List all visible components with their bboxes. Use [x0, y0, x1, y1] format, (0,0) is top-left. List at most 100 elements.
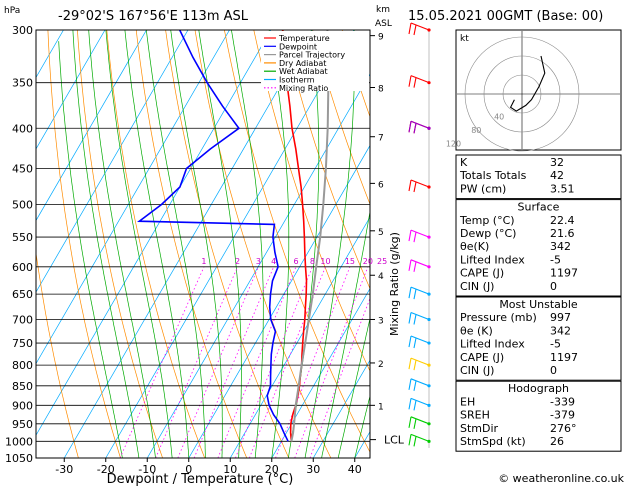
wind-barb-staff: [411, 180, 429, 187]
table-row-label: Pressure (mb): [460, 311, 537, 324]
wind-barb-staff: [411, 312, 429, 319]
wet-adiabat-line: [288, 30, 318, 458]
copyright-text: © weatheronline.co.uk: [498, 472, 624, 485]
wind-barb-staff: [411, 336, 429, 343]
pressure-tick-label: 600: [12, 261, 33, 274]
pressure-tick-label: 700: [12, 313, 33, 326]
wind-barb-dot: [427, 28, 430, 31]
table-row-label: SREH: [460, 409, 490, 422]
wind-barb-flag: [414, 400, 416, 410]
wind-barb: [409, 287, 431, 299]
table-row-value: 1197: [550, 267, 578, 280]
wind-barb: [409, 180, 431, 192]
wind-barb-staff: [411, 23, 429, 30]
table-row-value: 0: [550, 364, 557, 377]
wind-barb-staff: [411, 76, 429, 83]
wind-barb-dot: [427, 81, 430, 84]
pressure-tick-label: 900: [12, 399, 33, 412]
pressure-axis: 3003504004505005506006507007508008509009…: [5, 24, 33, 465]
wind-barb-flag: [409, 121, 411, 132]
km-tick-label: 4: [378, 272, 384, 282]
wind-barb: [409, 23, 431, 35]
wind-barb-flag: [414, 232, 416, 242]
table-row-value: 42: [550, 169, 564, 182]
hodograph-unit-label: kt: [460, 34, 469, 44]
mixing-ratio-line: [310, 267, 382, 458]
wind-barb-dot: [427, 127, 430, 130]
pressure-tick-label: 1000: [5, 435, 33, 448]
table-row-value: 32: [550, 156, 564, 169]
wind-barb-flag: [409, 23, 411, 34]
dry-adiabat-line: [107, 30, 205, 458]
table-row-value: 21.6: [550, 227, 575, 240]
wind-barb-dot: [427, 293, 430, 296]
wet-adiabat-line: [59, 41, 123, 458]
wet-adiabat-line: [125, 30, 189, 458]
table-row-label: StmDir: [460, 422, 499, 435]
wind-barb: [409, 312, 431, 324]
wind-barb-dot: [427, 422, 430, 425]
wind-barb-staff: [411, 379, 429, 386]
wind-barb-flag: [414, 360, 416, 370]
mixing-ratio-label: 25: [377, 257, 387, 266]
km-tick-label: 3: [378, 316, 384, 326]
isotherm-line: [64, 30, 312, 458]
x-axis-label: Dewpoint / Temperature (°C): [107, 472, 294, 486]
wind-barb-flag: [409, 287, 411, 298]
table-row-label: PW (cm): [460, 182, 506, 195]
mixing-ratio-label: 6: [293, 257, 298, 266]
wind-barb: [409, 260, 431, 272]
legend-label: Mixing Ratio: [279, 84, 328, 93]
table-row-label: CAPE (J): [460, 351, 504, 364]
wind-barb: [409, 336, 431, 348]
mixing-ratio-line: [178, 267, 259, 458]
pressure-tick-label: 500: [12, 199, 33, 212]
surface-table-title: Surface: [518, 201, 560, 214]
wind-barb-dot: [427, 318, 430, 321]
wind-barb-staff: [411, 358, 429, 365]
wind-barb: [409, 398, 431, 410]
wind-barb-flag: [409, 336, 411, 347]
wet-adiabat-line: [89, 30, 156, 458]
wind-barb-flag: [414, 289, 416, 299]
table-row-value: 342: [550, 324, 571, 337]
wind-barb-flag: [414, 436, 416, 446]
mixing-ratio-label: 4: [271, 257, 276, 266]
wind-barb-dot: [427, 185, 430, 188]
table-row-value: 3.51: [550, 182, 575, 195]
wind-barb-flag: [409, 358, 411, 369]
table-row-label: EH: [460, 395, 475, 408]
table-row-value: -379: [550, 409, 575, 422]
wet-adiabat-line: [106, 30, 172, 458]
mixing-ratio-label: 15: [345, 257, 355, 266]
table-row-value: 1197: [550, 351, 578, 364]
pressure-tick-label: 300: [12, 24, 33, 37]
pressure-tick-label: 950: [12, 418, 33, 431]
km-tick-label: 1: [378, 402, 384, 412]
wind-barb-staff: [411, 121, 429, 128]
wind-barb-dot: [427, 363, 430, 366]
wind-barb-column: [409, 23, 431, 448]
wind-barb: [409, 379, 431, 391]
hodograph-ring-label: 40: [494, 112, 504, 121]
pressure-tick-label: 350: [12, 77, 33, 90]
wind-barb-flag: [414, 314, 416, 324]
pressure-tick-label: 400: [12, 122, 33, 135]
wind-barb-dot: [427, 384, 430, 387]
wind-barb: [409, 230, 431, 242]
wet-adiabat-line: [305, 30, 355, 458]
table-row-label: CAPE (J): [460, 267, 504, 280]
table-row-label: K: [460, 156, 468, 169]
wind-barb: [409, 434, 431, 446]
wet-adiabat-line: [199, 30, 242, 458]
wind-barb-flag: [409, 76, 411, 87]
temperature-tick-label: -30: [55, 463, 73, 476]
table-row-label: CIN (J): [460, 280, 494, 293]
pressure-tick-label: 850: [12, 380, 33, 393]
series-dewpoint-line: [139, 30, 288, 441]
